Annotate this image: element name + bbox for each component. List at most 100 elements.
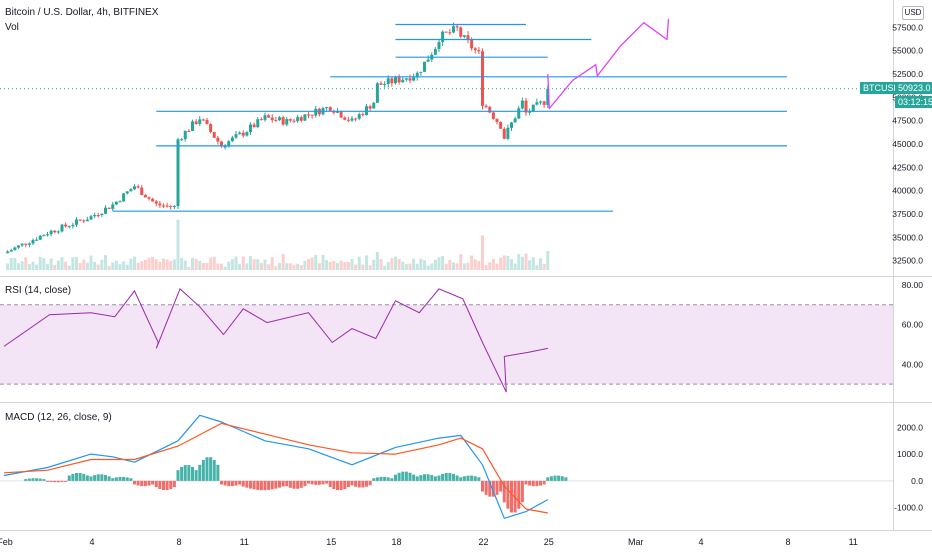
- candle: [343, 117, 347, 120]
- candle: [278, 117, 281, 121]
- time-axis-label: Feb: [0, 537, 13, 547]
- volume-bar: [383, 265, 387, 270]
- candle: [328, 107, 332, 111]
- volume-bar: [394, 256, 397, 270]
- macd-histogram-bar: [154, 480, 158, 488]
- volume-bar: [238, 264, 242, 270]
- candle: [259, 119, 263, 121]
- volume-bar: [528, 260, 532, 270]
- volume-bar: [180, 258, 184, 270]
- volume-bar: [151, 257, 155, 270]
- volume-bar: [437, 257, 441, 270]
- macd-histogram-bar: [321, 480, 325, 485]
- candle: [466, 35, 470, 41]
- macd-histogram-bar: [118, 476, 122, 481]
- macd-histogram-bar: [278, 480, 281, 488]
- volume-bar: [223, 266, 227, 270]
- volume-bar: [375, 251, 379, 270]
- macd-histogram-bar: [415, 476, 419, 481]
- candle: [223, 146, 227, 148]
- macd-histogram-bar: [227, 480, 231, 487]
- macd-histogram-bar: [419, 475, 423, 481]
- volume-bar: [495, 263, 499, 270]
- candle: [49, 230, 53, 235]
- macd-histogram-bar: [281, 480, 285, 487]
- macd-tick-label: 0.0: [911, 476, 923, 486]
- candle: [216, 137, 220, 142]
- volume-bar: [285, 263, 289, 270]
- macd-label: MACD (12, 26, close, 9): [5, 412, 112, 423]
- rsi-tick-label: 40.00: [902, 359, 924, 369]
- candle: [542, 101, 546, 105]
- candle: [437, 42, 441, 50]
- price-tick-label: 32500.0: [892, 256, 923, 266]
- volume-bar: [423, 260, 426, 270]
- macd-histogram-bar: [288, 480, 292, 488]
- volume-bar: [354, 264, 358, 270]
- candle: [140, 187, 144, 196]
- candle: [53, 230, 57, 233]
- candle: [154, 201, 158, 204]
- macd-histogram-bar: [386, 477, 390, 481]
- candle: [136, 186, 140, 188]
- macd-histogram-bar: [495, 480, 499, 495]
- volume-bar: [122, 261, 126, 270]
- volume-bar: [502, 255, 506, 270]
- candle: [234, 134, 238, 138]
- macd-histogram-bar: [191, 466, 194, 481]
- candle: [107, 207, 111, 209]
- macd-histogram-bar: [437, 475, 441, 481]
- candle: [357, 114, 361, 119]
- macd-tick-label: 2000.0: [897, 422, 923, 432]
- macd-histogram-bar: [423, 474, 426, 481]
- volume-bar: [499, 257, 503, 270]
- candle: [394, 77, 397, 84]
- candle: [194, 121, 198, 124]
- volume-bar: [321, 254, 325, 270]
- volume-bar: [426, 265, 430, 270]
- currency-button[interactable]: USD: [902, 6, 924, 20]
- candle: [187, 130, 191, 132]
- candle: [24, 243, 28, 245]
- macd-histogram-bar: [365, 480, 368, 487]
- volume-bar: [397, 259, 401, 270]
- macd-histogram-bar: [183, 465, 187, 481]
- macd-histogram-bar: [53, 480, 57, 483]
- volume-bar: [259, 263, 263, 270]
- candle: [339, 111, 343, 118]
- volume-bar: [17, 263, 20, 270]
- candle: [191, 121, 194, 131]
- macd-histogram-bar: [42, 479, 46, 481]
- macd-histogram-bar: [230, 480, 234, 487]
- volume-bar: [419, 258, 423, 270]
- candle: [183, 130, 187, 140]
- candle: [129, 189, 133, 192]
- macd-histogram-bar: [140, 480, 144, 487]
- macd-tick-label: 1000.0: [897, 449, 923, 459]
- volume-bar: [118, 264, 122, 270]
- macd-histogram-bar: [129, 478, 133, 481]
- volume-bar: [520, 256, 524, 270]
- macd-histogram-bar: [71, 473, 75, 481]
- volume-bar: [183, 260, 187, 270]
- volume-bar: [187, 266, 191, 270]
- candle: [350, 118, 354, 121]
- volume-bar: [491, 258, 495, 270]
- volume-bar: [78, 263, 82, 270]
- candle: [60, 224, 64, 232]
- price-tick-label: 40000.0: [892, 186, 923, 196]
- candle: [510, 122, 513, 128]
- candle: [31, 239, 35, 244]
- macd-histogram-bar: [216, 464, 220, 481]
- macd-histogram-bar: [462, 476, 466, 481]
- macd-histogram-bar: [274, 480, 278, 489]
- rsi-band: [0, 304, 893, 385]
- volume-bar: [346, 261, 350, 270]
- volume-bar: [245, 263, 249, 270]
- candle: [133, 186, 136, 190]
- macd-histogram-bar: [136, 480, 140, 486]
- volume-bar: [27, 264, 31, 270]
- volume-bar: [542, 263, 546, 270]
- volume-bar: [473, 259, 477, 270]
